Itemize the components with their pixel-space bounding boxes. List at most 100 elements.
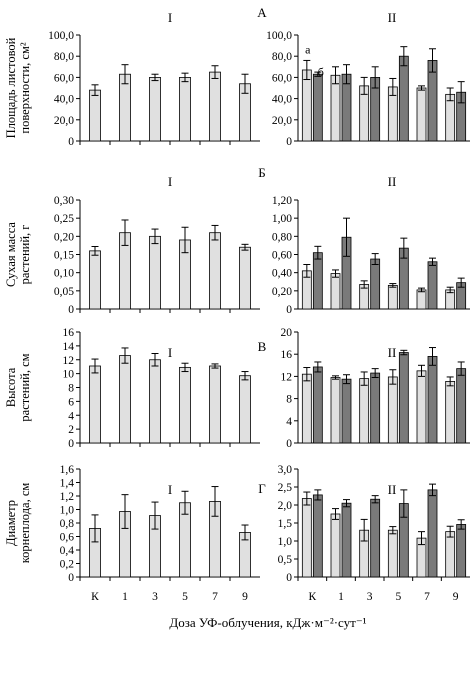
bar (301, 373, 312, 444)
y-tick-label: 2 (68, 424, 74, 436)
bar (209, 365, 221, 444)
x-tick-label: 3 (152, 591, 158, 603)
y-tick-label: 16 (281, 349, 293, 361)
y-tick-label: 100,0 (48, 30, 74, 42)
bar (341, 378, 352, 444)
bar (209, 232, 221, 310)
bar (301, 69, 312, 142)
y-tick-label: 20,0 (54, 115, 74, 127)
y-tick-label: 0,15 (54, 250, 74, 262)
panel-I: I 0 0,05 0,10 0,15 0,20 0,25 0,30 (54, 174, 260, 316)
y-axis-label: Сухая массарастений, г (4, 222, 32, 287)
x-tick-label: 5 (395, 591, 401, 603)
bar (330, 74, 341, 142)
bar (239, 375, 251, 444)
y-tick-label: 2,0 (278, 500, 293, 512)
row-1: А Площадь листовойповерхности, см² I 0 20,0 4… (4, 5, 470, 148)
bar (149, 77, 161, 142)
bar (445, 380, 456, 444)
y-tick-label: 0,4 (60, 545, 75, 557)
bar (179, 366, 191, 444)
y-tick-label: 0 (286, 136, 292, 148)
bar (209, 71, 221, 142)
y-tick-label: 100,0 (266, 30, 292, 42)
y-tick-label: 60,0 (272, 72, 292, 84)
y-tick-label: 8 (68, 383, 74, 395)
y-axis-label-line: Сухая масса (4, 222, 18, 287)
panel-I: I 0 20,0 40,0 60,0 80,0 100,0 (48, 10, 260, 148)
y-tick-label: 8 (286, 394, 292, 406)
bar-annotation: б (318, 65, 324, 79)
y-tick-label: 14 (63, 341, 75, 353)
bar (370, 258, 381, 310)
bar (398, 352, 409, 444)
y-tick-label: 0,30 (54, 195, 74, 207)
bar (456, 524, 467, 578)
bar (89, 250, 101, 310)
y-axis-label-line: Высота (4, 367, 18, 407)
row-letter: Б (258, 165, 265, 180)
bar (387, 284, 398, 310)
y-tick-label: 1,2 (60, 491, 75, 503)
panel-numeral: II (388, 174, 397, 189)
y-axis-label: Высотарастений, см (4, 353, 32, 421)
x-tick-label: К (308, 591, 316, 603)
x-axis-title: Доза УФ-облучения, кДж·м⁻²·сут⁻¹ (169, 615, 366, 630)
y-tick-label: 0 (68, 572, 74, 584)
x-tick-label: К (91, 591, 99, 603)
y-tick-label: 0 (68, 304, 74, 316)
bar (445, 531, 456, 578)
y-axis-label-line: Диаметр (4, 500, 18, 546)
y-tick-label: 0,20 (272, 286, 292, 298)
panel-numeral: II (388, 345, 397, 360)
y-tick-label: 6 (68, 396, 74, 408)
y-tick-label: 80,0 (54, 51, 74, 63)
x-tick-label: 7 (424, 591, 430, 603)
row-letter: В (258, 339, 267, 354)
bar (370, 498, 381, 578)
y-tick-label: 1,4 (60, 478, 75, 490)
y-tick-label: 20 (281, 327, 293, 339)
bar (416, 370, 427, 444)
x-tick-label: 9 (242, 591, 248, 603)
y-axis-label-line: поверхности, см² (18, 42, 32, 133)
bar (239, 246, 251, 310)
panel-II: II 0 4 8 12 16 20 (281, 327, 470, 450)
y-tick-label: 0 (286, 438, 292, 450)
y-tick-label: 40,0 (272, 94, 292, 106)
panel-numeral: I (168, 174, 172, 189)
y-axis-label: Площадь листовойповерхности, см² (4, 37, 32, 138)
y-axis-label-line: растений, г (18, 225, 32, 285)
y-tick-label: 1,0 (278, 536, 293, 548)
bar (149, 235, 161, 310)
panel-I: I 0 2 4 68 10 12 14 16 (63, 327, 260, 450)
bar (149, 359, 161, 444)
y-tick-label: 3,0 (278, 464, 293, 476)
bar (89, 365, 101, 444)
y-tick-label: 0,6 (60, 532, 75, 544)
y-tick-label: 20,0 (272, 115, 292, 127)
bar (119, 355, 131, 444)
bar (312, 494, 323, 578)
bar (427, 489, 438, 578)
y-tick-label: 4 (286, 416, 292, 428)
row-2: Б Сухая массарастений, г I 0 0,05 0,10 0,15 0,2… (4, 165, 470, 316)
panel-numeral: II (388, 482, 397, 497)
y-tick-label: 0 (68, 136, 74, 148)
bar (312, 366, 323, 444)
y-tick-label: 1,0 (60, 505, 75, 517)
y-tick-label: 1,00 (272, 213, 292, 225)
y-tick-label: 0,20 (54, 231, 74, 243)
y-tick-label: 0,2 (60, 559, 75, 571)
y-axis-label-line: Площадь листовой (4, 37, 18, 138)
bar (370, 372, 381, 444)
bar (312, 252, 323, 310)
bar (416, 289, 427, 310)
y-tick-label: 0,80 (272, 231, 292, 243)
bar (416, 87, 427, 142)
x-tick-label: 3 (367, 591, 373, 603)
y-tick-label: 0 (286, 572, 292, 584)
y-tick-label: 0,05 (54, 286, 74, 298)
